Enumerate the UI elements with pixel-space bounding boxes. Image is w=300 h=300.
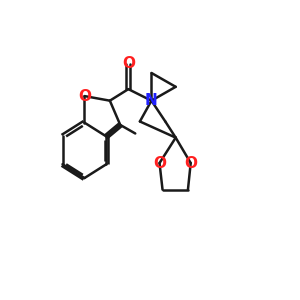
Text: O: O (153, 155, 166, 170)
Text: O: O (78, 88, 91, 104)
Text: N: N (145, 93, 158, 108)
Text: O: O (184, 155, 197, 170)
Text: O: O (122, 56, 135, 71)
